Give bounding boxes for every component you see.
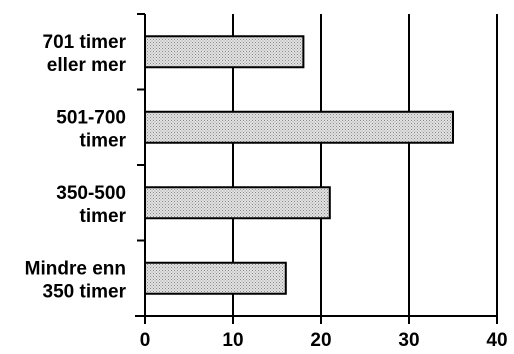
bar-3 [144, 261, 287, 295]
category-label-2: 350-500 timer [56, 183, 126, 227]
bar-0 [144, 35, 305, 69]
x-tick-label-20: 20 [310, 330, 331, 351]
x-tick-label-40: 40 [486, 330, 507, 351]
category-label-3: Mindre enn 350 timer [25, 258, 127, 302]
category-label-1: 501-700 timer [56, 107, 126, 151]
axes [135, 13, 498, 324]
x-tick-label-10: 10 [222, 330, 243, 351]
x-tick-label-30: 30 [398, 330, 419, 351]
bar-2 [144, 186, 331, 220]
category-label-0: 701 timer eller mer [43, 32, 127, 76]
tick-labels: 0 10 20 30 40 [140, 330, 508, 351]
category-labels: 701 timer eller mer 501-700 timer 350-500 tim… [25, 32, 127, 303]
x-tick-label-0: 0 [140, 330, 151, 351]
bar-1 [144, 110, 454, 144]
bars [144, 35, 454, 295]
